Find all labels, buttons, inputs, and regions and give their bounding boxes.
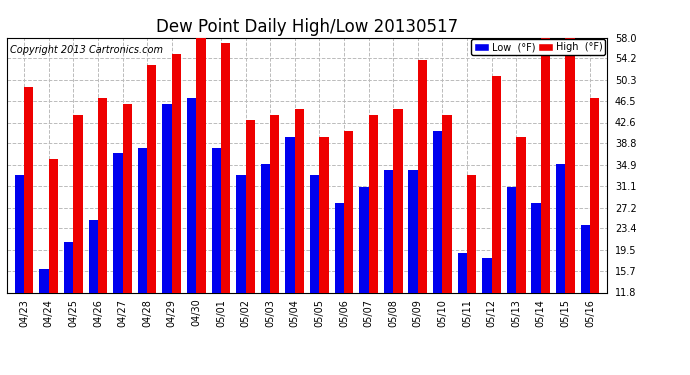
Bar xyxy=(590,98,600,292)
Bar xyxy=(541,38,550,292)
Bar xyxy=(138,148,147,292)
Bar xyxy=(246,120,255,292)
Bar xyxy=(221,43,230,292)
Bar xyxy=(384,170,393,292)
Bar xyxy=(319,137,328,292)
Bar xyxy=(295,109,304,292)
Bar xyxy=(172,54,181,292)
Bar xyxy=(359,186,368,292)
Bar xyxy=(14,176,24,292)
Bar xyxy=(491,76,501,292)
Bar xyxy=(49,159,58,292)
Text: Copyright 2013 Cartronics.com: Copyright 2013 Cartronics.com xyxy=(10,45,163,55)
Bar xyxy=(507,186,516,292)
Bar xyxy=(197,38,206,292)
Bar xyxy=(467,176,476,292)
Bar xyxy=(162,104,172,292)
Bar xyxy=(64,242,73,292)
Bar xyxy=(442,115,452,292)
Bar xyxy=(212,148,221,292)
Bar xyxy=(98,98,107,292)
Bar xyxy=(310,176,319,292)
Bar xyxy=(261,165,270,292)
Bar xyxy=(344,131,353,292)
Bar xyxy=(236,176,246,292)
Bar xyxy=(565,38,575,292)
Bar xyxy=(393,109,402,292)
Bar xyxy=(433,131,442,292)
Legend: Low  (°F), High  (°F): Low (°F), High (°F) xyxy=(471,39,605,55)
Bar xyxy=(368,115,378,292)
Bar xyxy=(24,87,34,292)
Bar xyxy=(270,115,279,292)
Bar xyxy=(482,258,491,292)
Bar xyxy=(39,269,49,292)
Bar xyxy=(73,115,83,292)
Bar xyxy=(187,98,197,292)
Bar xyxy=(88,220,98,292)
Bar xyxy=(531,203,541,292)
Bar xyxy=(516,137,526,292)
Bar xyxy=(147,65,157,292)
Bar xyxy=(408,170,417,292)
Bar xyxy=(123,104,132,292)
Bar xyxy=(580,225,590,292)
Bar xyxy=(113,153,123,292)
Bar xyxy=(335,203,344,292)
Title: Dew Point Daily High/Low 20130517: Dew Point Daily High/Low 20130517 xyxy=(156,18,458,36)
Bar xyxy=(417,60,427,292)
Bar xyxy=(457,253,467,292)
Bar xyxy=(286,137,295,292)
Bar xyxy=(556,165,565,292)
